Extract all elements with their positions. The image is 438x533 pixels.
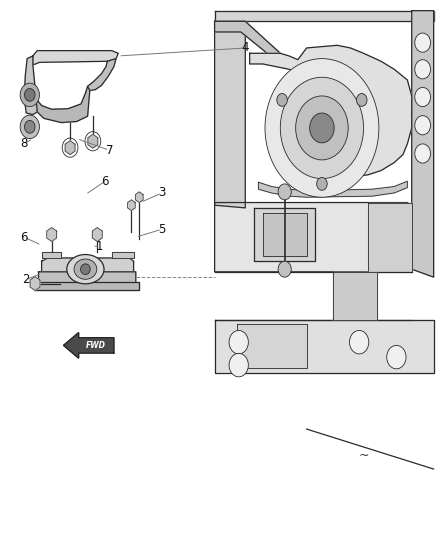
Circle shape — [280, 77, 364, 179]
Text: FWD: FWD — [86, 341, 106, 350]
Circle shape — [20, 83, 39, 107]
Polygon shape — [92, 228, 102, 241]
Polygon shape — [24, 56, 37, 115]
Circle shape — [25, 120, 35, 133]
Circle shape — [310, 113, 334, 143]
Polygon shape — [368, 203, 412, 272]
Polygon shape — [39, 272, 136, 289]
Text: 2: 2 — [21, 273, 29, 286]
Text: 5: 5 — [159, 223, 166, 236]
Circle shape — [415, 87, 431, 107]
Polygon shape — [135, 192, 143, 203]
Text: 6: 6 — [20, 231, 28, 244]
Polygon shape — [88, 134, 98, 148]
Circle shape — [265, 59, 379, 197]
Polygon shape — [412, 11, 434, 277]
Polygon shape — [215, 21, 280, 64]
Circle shape — [25, 88, 35, 101]
Circle shape — [317, 177, 327, 190]
Polygon shape — [33, 51, 118, 65]
Text: 7: 7 — [106, 144, 113, 157]
Ellipse shape — [67, 255, 104, 284]
Circle shape — [415, 116, 431, 135]
Polygon shape — [64, 333, 114, 358]
Circle shape — [415, 60, 431, 79]
Polygon shape — [263, 213, 307, 256]
Polygon shape — [215, 11, 434, 21]
Polygon shape — [215, 21, 245, 208]
Text: 1: 1 — [96, 240, 104, 253]
Circle shape — [350, 330, 369, 354]
Ellipse shape — [81, 264, 90, 274]
Polygon shape — [127, 200, 135, 211]
Polygon shape — [47, 228, 57, 241]
Polygon shape — [65, 141, 75, 155]
Polygon shape — [42, 252, 61, 258]
Polygon shape — [333, 272, 377, 320]
Polygon shape — [258, 181, 407, 197]
Text: 3: 3 — [159, 187, 166, 199]
Ellipse shape — [74, 259, 97, 279]
Polygon shape — [36, 86, 90, 123]
Text: ~: ~ — [358, 449, 369, 462]
Polygon shape — [88, 59, 116, 91]
Polygon shape — [42, 258, 134, 281]
Circle shape — [277, 94, 287, 107]
Circle shape — [229, 353, 248, 377]
Polygon shape — [215, 203, 412, 272]
Polygon shape — [254, 208, 315, 261]
Polygon shape — [30, 277, 40, 290]
Circle shape — [357, 94, 367, 107]
Text: 6: 6 — [101, 175, 109, 188]
Circle shape — [278, 261, 291, 277]
Polygon shape — [215, 320, 434, 373]
Polygon shape — [34, 282, 139, 290]
Text: 8: 8 — [21, 138, 28, 150]
Circle shape — [229, 330, 248, 354]
Circle shape — [415, 144, 431, 163]
Polygon shape — [237, 324, 307, 368]
Polygon shape — [250, 45, 412, 177]
Circle shape — [278, 184, 291, 200]
Text: 4: 4 — [241, 42, 249, 54]
Circle shape — [415, 33, 431, 52]
Polygon shape — [112, 252, 134, 258]
Circle shape — [20, 115, 39, 139]
Circle shape — [387, 345, 406, 369]
Circle shape — [296, 96, 348, 160]
